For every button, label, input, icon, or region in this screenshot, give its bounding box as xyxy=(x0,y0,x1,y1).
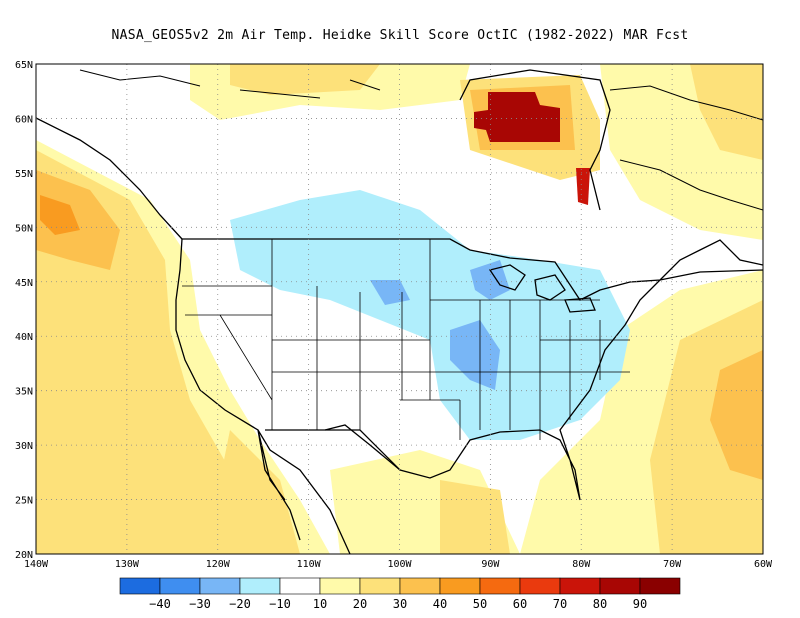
longitude-tick-label: 70W xyxy=(663,559,682,570)
longitude-tick-label: 100W xyxy=(387,559,412,570)
hudson-bay-coast xyxy=(459,69,611,211)
longitude-tick-label: 120W xyxy=(206,559,231,570)
political-boundaries xyxy=(36,69,763,554)
colorbar-swatch xyxy=(159,577,201,595)
colorbar-swatch xyxy=(359,577,401,595)
northern-canada-region-mid xyxy=(230,64,380,95)
latitude-tick-label: 30N xyxy=(15,441,33,452)
great-lakes xyxy=(488,264,596,313)
latitude-tick-label: 20N xyxy=(15,550,33,561)
james-bay-maximum xyxy=(576,168,590,205)
colorbar-label: −30 xyxy=(189,597,211,611)
arctic-islands xyxy=(79,69,763,211)
colorbar-swatch xyxy=(239,577,281,595)
map-title: NASA_GEOS5v2 2m Air Temp. Heidke Skill S… xyxy=(111,28,689,43)
graticule xyxy=(36,64,763,554)
map-frame xyxy=(35,63,764,555)
colorbar-swatch xyxy=(519,577,561,595)
baja-skill-region xyxy=(220,430,300,554)
mexico-border xyxy=(265,424,401,471)
colorbar-swatch xyxy=(559,577,601,595)
pacific-coastline xyxy=(175,238,351,554)
east-canada-region-mid xyxy=(690,64,763,160)
latitude-tick-label: 60N xyxy=(15,114,33,125)
latitude-tick-label: 45N xyxy=(15,278,33,289)
colorbar-label: 60 xyxy=(513,597,527,611)
colorbar-label: 40 xyxy=(433,597,447,611)
colorbar-swatch xyxy=(119,577,161,595)
longitude-tick-label: 130W xyxy=(115,559,140,570)
colorbar-swatch xyxy=(639,577,681,595)
mexico-skill-region-mid xyxy=(440,480,510,554)
latitude-tick-label: 55N xyxy=(15,169,33,180)
colorbar-label: −10 xyxy=(269,597,291,611)
hudson-skill-maximum xyxy=(474,92,560,142)
longitude-tick-label: 90W xyxy=(481,559,500,570)
longitude-tick-label: 140W xyxy=(24,559,49,570)
colorbar-label: 10 xyxy=(313,597,327,611)
state-lines xyxy=(182,239,630,440)
longitude-tick-label: 80W xyxy=(572,559,591,570)
gulf-coastline xyxy=(325,279,661,501)
colorbar-swatch xyxy=(319,577,361,595)
colorbar-label: −20 xyxy=(229,597,251,611)
latitude-tick-label: 50N xyxy=(15,223,33,234)
colorbar-swatch xyxy=(599,577,641,595)
interior-negative-region-mid xyxy=(450,320,500,390)
longitude-tick-label: 60W xyxy=(754,559,773,570)
baja-peninsula xyxy=(257,429,301,541)
atlantic-skill-region-high xyxy=(710,350,763,480)
latitude-tick-label: 35N xyxy=(15,387,33,398)
colorbar-label: 30 xyxy=(393,597,407,611)
colorbar: −40 −30 −20 −10 10 20 30 40 50 60 70 80 90 xyxy=(119,577,681,611)
pacific-skill-region-core xyxy=(40,195,80,235)
colorbar-swatch xyxy=(479,577,521,595)
pacific-skill-region-high xyxy=(36,170,120,270)
longitude-tick-label: 110W xyxy=(297,559,322,570)
plains-negative-region xyxy=(370,280,410,305)
latitude-tick-label: 65N xyxy=(15,60,33,71)
colorbar-swatch xyxy=(199,577,241,595)
latitude-tick-label: 40N xyxy=(15,332,33,343)
colorbar-label: 20 xyxy=(353,597,367,611)
longitude-labels: 140W 130W 120W 110W 100W 90W 80W 70W 60W xyxy=(24,559,773,570)
shaded-field xyxy=(36,64,763,554)
latitude-tick-label: 25N xyxy=(15,496,33,507)
atlantic-canada-coast xyxy=(659,239,763,281)
colorbar-swatch xyxy=(439,577,481,595)
colorbar-label: 80 xyxy=(593,597,607,611)
pacific-canada-coast xyxy=(36,117,183,240)
colorbar-label: −40 xyxy=(149,597,171,611)
latitude-labels: 20N 25N 30N 35N 40N 45N 50N 55N 60N 65N xyxy=(15,60,33,561)
colorbar-swatch xyxy=(279,577,321,595)
colorbar-label: 50 xyxy=(473,597,487,611)
colorbar-label: 70 xyxy=(553,597,567,611)
colorbar-label: 90 xyxy=(633,597,647,611)
colorbar-swatch xyxy=(399,577,441,595)
